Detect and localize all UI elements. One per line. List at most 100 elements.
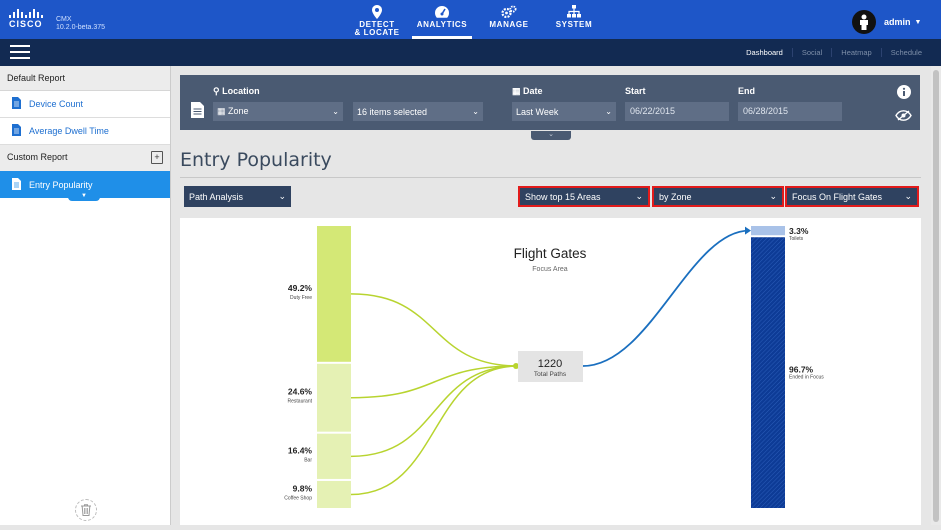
start-date-input[interactable]: 06/22/2015 [625, 102, 729, 121]
source-link [350, 365, 519, 496]
tab-heatmap[interactable]: Heatmap [831, 48, 880, 57]
source-pct-label: 24.6% [288, 387, 313, 397]
nav-system[interactable]: SYSTEM [551, 0, 597, 39]
document-icon [12, 124, 21, 138]
sankey-svg: 49.2% Duty Free 24.6% Restaurant 16.4% Bar 9.8… [284, 226, 824, 509]
default-report-header: Default Report [0, 66, 170, 91]
user-avatar-icon [852, 10, 876, 34]
product-version: 10.2.0-beta.375 [56, 24, 106, 31]
custom-report-label: Custom Report [7, 152, 68, 162]
source-pct-label: 16.4% [288, 445, 313, 455]
username: admin [884, 17, 911, 27]
custom-report-header: Custom Report + [0, 145, 170, 171]
target-name-label: Toilets [789, 236, 804, 242]
cisco-bars-icon [9, 9, 43, 18]
page-scrollbar[interactable] [931, 66, 941, 525]
nav-label-line1: DETECT [359, 20, 395, 29]
total-paths-label: Total Paths [534, 371, 567, 378]
sub-navigation-bar: Dashboard Social Heatmap Schedule [0, 39, 941, 66]
link-endpoint [513, 363, 519, 369]
collapse-filter-chevron-icon[interactable]: ⌄ [531, 131, 571, 140]
source-bar [317, 433, 351, 479]
grid-icon: ▦ [217, 106, 226, 116]
nav-label: SYSTEM [555, 20, 593, 29]
start-label: Start [625, 86, 646, 96]
product-name: CMX [56, 16, 72, 23]
location-label: ⚲ Location [213, 86, 260, 96]
target-name-label: Ended in Focus [789, 375, 824, 381]
chevron-down-icon: ⌄ [472, 107, 479, 116]
source-link [350, 293, 519, 367]
trash-icon[interactable] [75, 499, 97, 521]
end-label: End [738, 86, 755, 96]
source-name-label: Coffee Shop [284, 495, 312, 501]
analysis-type-select[interactable]: Path Analysis ⌄ [184, 186, 291, 207]
source-name-label: Duty Free [290, 295, 312, 301]
top-navigation-bar: CISCO CMX 10.2.0-beta.375 DETECT & LOCAT… [0, 0, 941, 39]
chevron-down-icon: ⌄ [278, 191, 286, 201]
source-pct-label: 49.2% [288, 283, 313, 293]
target-pct-label: 3.3% [789, 226, 809, 236]
divider [180, 177, 921, 178]
target-link [582, 229, 750, 367]
entry-popularity-chart: 49.2% Duty Free 24.6% Restaurant 16.4% Bar 9.8… [180, 218, 921, 525]
nav-analytics[interactable]: ANALYTICS [412, 0, 472, 39]
sidebar-item-label: Device Count [29, 99, 84, 109]
source-link [350, 365, 519, 458]
add-report-icon[interactable]: + [151, 151, 163, 164]
sidebar-item-device-count[interactable]: Device Count [0, 91, 170, 118]
chevron-down-icon: ⌄ [635, 191, 643, 201]
chart-subtitle: Focus Area [532, 266, 568, 273]
chevron-down-icon[interactable]: ▼ [68, 193, 100, 201]
chart-title: Flight Gates [514, 246, 587, 261]
nav-manage[interactable]: MANAGE [484, 0, 534, 39]
calendar-icon: ▦ [512, 86, 521, 96]
tab-dashboard[interactable]: Dashboard [746, 48, 783, 57]
sidebar-item-average-dwell-time[interactable]: Average Dwell Time [0, 118, 170, 145]
top-areas-select[interactable]: Show top 15 Areas ⌄ [518, 186, 650, 207]
source-link [350, 365, 519, 399]
location-pin-icon: ⚲ [213, 86, 220, 96]
dashboard-gauge-icon [412, 5, 472, 20]
report-document-icon [191, 102, 204, 123]
cisco-logo[interactable]: CISCO [9, 9, 43, 29]
focus-area-select[interactable]: Focus On Flight Gates ⌄ [785, 186, 919, 207]
chevron-down-icon: ⌄ [332, 107, 339, 116]
reports-sidebar: Default Report Device Count Average Dwel… [0, 66, 171, 525]
chevron-down-icon: ▼ [914, 18, 922, 26]
tab-social[interactable]: Social [791, 48, 831, 57]
source-bar [317, 480, 351, 508]
hamburger-menu-icon[interactable] [10, 45, 30, 60]
target-bar [751, 237, 785, 509]
info-icon[interactable] [897, 85, 911, 104]
nav-label: ANALYTICS [416, 20, 468, 29]
source-pct-label: 9.8% [293, 483, 313, 493]
sidebar-item-label: Average Dwell Time [29, 126, 109, 136]
end-date-input[interactable]: 06/28/2015 [738, 102, 842, 121]
target-pct-label: 96.7% [789, 365, 814, 375]
chevron-down-icon: ⌄ [605, 107, 612, 116]
sidebar-item-label: Entry Popularity [29, 179, 93, 190]
zone-select[interactable]: ▦ Zone ⌄ [213, 102, 343, 121]
brand-name: CISCO [9, 19, 43, 29]
source-bar [317, 226, 351, 362]
user-menu[interactable]: admin ▼ [852, 10, 921, 34]
chevron-down-icon: ⌄ [769, 191, 777, 201]
target-bar [751, 226, 785, 236]
date-range-select[interactable]: Last Week ⌄ [512, 102, 616, 121]
source-name-label: Bar [304, 457, 312, 463]
nav-detect-locate[interactable]: DETECT & LOCATE [351, 0, 403, 39]
total-paths-box [518, 351, 583, 382]
page-title: Entry Popularity [180, 149, 332, 171]
filter-panel: ⚲ Location ▦ Zone ⌄ 16 items selected ⌄ … [180, 75, 920, 130]
group-by-select[interactable]: by Zone ⌄ [652, 186, 784, 207]
chevron-down-icon: ⌄ [904, 191, 912, 201]
tab-schedule[interactable]: Schedule [880, 48, 931, 57]
nav-label-line2: & LOCATE [354, 28, 400, 37]
date-label: ▦ Date [512, 86, 543, 96]
dashboard-tabs: Dashboard Social Heatmap Schedule [737, 39, 931, 66]
hide-eye-icon[interactable] [895, 108, 912, 126]
product-info: CMX 10.2.0-beta.375 [56, 16, 105, 32]
items-select[interactable]: 16 items selected ⌄ [353, 102, 483, 121]
source-name-label: Restaurant [288, 399, 313, 405]
